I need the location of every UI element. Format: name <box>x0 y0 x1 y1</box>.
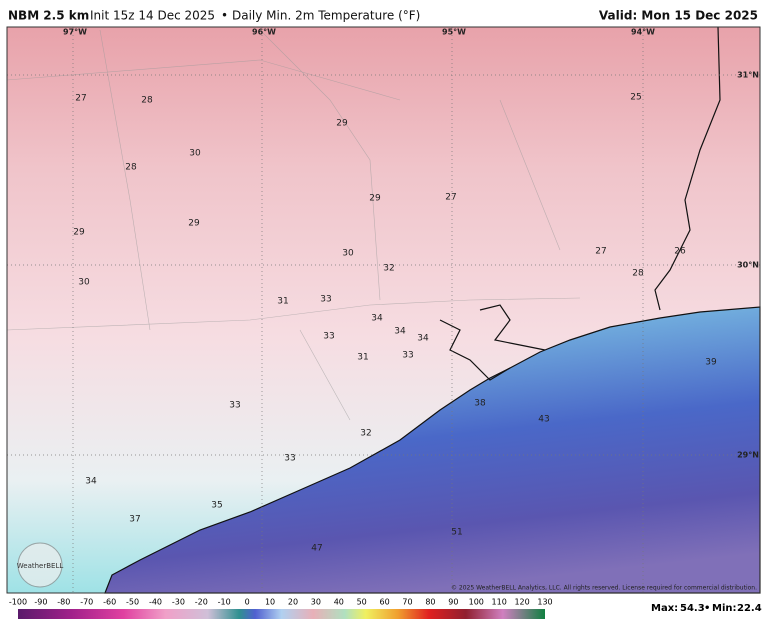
lon-label: 96°W <box>252 28 276 37</box>
station-value: 33 <box>323 332 334 342</box>
colorbar-tick-label: 130 <box>537 598 552 607</box>
min-label: Min: <box>712 603 737 614</box>
station-value: 27 <box>445 193 456 203</box>
separator: • <box>704 603 710 614</box>
colorbar-tick-label: -60 <box>103 598 116 607</box>
station-value: 35 <box>211 501 222 511</box>
station-value: 29 <box>369 194 381 204</box>
station-value: 30 <box>189 149 201 159</box>
colorbar-tick-label: -80 <box>57 598 70 607</box>
station-value: 34 <box>371 314 383 324</box>
station-value: 47 <box>311 544 322 554</box>
station-value: 33 <box>284 454 295 464</box>
lat-label: 30°N <box>737 261 759 270</box>
valid: Valid: Mon 15 Dec 2025 <box>599 9 758 23</box>
county-lines <box>6 29 581 421</box>
colorbar <box>18 609 545 619</box>
station-value: 43 <box>538 415 549 425</box>
station-value: 29 <box>73 228 85 238</box>
lat-label: 29°N <box>737 451 759 460</box>
max-value: 54.3 <box>680 603 705 614</box>
station-value: 32 <box>360 429 371 439</box>
station-value: 29 <box>188 219 200 229</box>
lat-label: 31°N <box>737 71 759 80</box>
station-value: 34 <box>394 327 406 337</box>
colorbar-tick-label: 40 <box>334 598 344 607</box>
station-value: 38 <box>474 399 486 409</box>
colorbar-tick-label: -20 <box>195 598 208 607</box>
colorbar-tick-label: 10 <box>265 598 275 607</box>
station-value: 26 <box>674 247 686 257</box>
colorbar-tick-label: -30 <box>172 598 185 607</box>
station-value: 30 <box>342 249 354 259</box>
colorbar-tick-label: 60 <box>380 598 390 607</box>
field: Daily Min. 2m Temperature (°F) <box>232 9 420 23</box>
colorbar-tick-label: 120 <box>514 598 529 607</box>
colorbar-tick-label: -50 <box>126 598 139 607</box>
lon-label: 97°W <box>63 28 87 37</box>
ocean <box>104 306 761 594</box>
logo-globe <box>17 542 63 588</box>
separator: • <box>221 9 228 23</box>
station-value: 37 <box>129 515 140 525</box>
lon-label: 95°W <box>442 28 466 37</box>
station-value: 28 <box>141 96 153 106</box>
station-value: 31 <box>357 353 368 363</box>
station-value: 28 <box>125 163 137 173</box>
map: 97°W 96°W 95°W 94°W 31°N 30°N 29°N 27 282… <box>6 26 761 594</box>
colorbar-tick-label: 100 <box>469 598 484 607</box>
station-value: 33 <box>402 351 413 361</box>
colorbar-tick-label: -70 <box>80 598 93 607</box>
colorbar-tick-label: 50 <box>357 598 367 607</box>
station-values: 27 28 29 25 30 28 29 27 29 29 30 32 27 26 28 30 31 33 34 34… <box>73 93 717 554</box>
logo: WeatherBELL <box>17 562 64 570</box>
station-value: 32 <box>383 264 394 274</box>
colorbar-tick-label: -40 <box>149 598 162 607</box>
map-frame <box>6 26 761 594</box>
station-value: 39 <box>705 358 717 368</box>
model: NBM 2.5 km <box>8 9 89 23</box>
colorbar-tick-label: 110 <box>492 598 507 607</box>
lon-label: 94°W <box>631 28 655 37</box>
colorbar-tick-label: 30 <box>311 598 321 607</box>
colorbar-tick-label: 0 <box>245 598 250 607</box>
colorbar-tick-label: 90 <box>448 598 458 607</box>
station-value: 33 <box>320 295 331 305</box>
init: Init 15z 14 Dec 2025 <box>90 9 215 23</box>
station-value: 34 <box>417 334 429 344</box>
colorbar-ticks: -100 -90 -80 -70 -60 -50 -40 -30 -20 -10 0 10 20 30 40… <box>9 598 553 607</box>
station-value: 27 <box>595 247 606 257</box>
colorbar-tick-label: 20 <box>288 598 298 607</box>
colorbar-tick-label: -10 <box>218 598 231 607</box>
station-value: 27 <box>75 94 86 104</box>
colorbar-tick-label: 80 <box>425 598 435 607</box>
coastline <box>439 26 721 381</box>
max-label: Max: <box>651 603 678 614</box>
min-value: 22.4 <box>737 603 762 614</box>
colorbar-tick-label: 70 <box>402 598 412 607</box>
copyright: © 2025 WeatherBELL Analytics, LLC. All r… <box>451 585 757 592</box>
station-value: 25 <box>630 93 641 103</box>
station-value: 30 <box>78 278 90 288</box>
colorbar-tick-label: -100 <box>9 598 27 607</box>
station-value: 34 <box>85 477 97 487</box>
colorbar-tick-label: -90 <box>34 598 47 607</box>
station-value: 31 <box>277 297 288 307</box>
station-value: 51 <box>451 528 462 538</box>
station-value: 29 <box>336 119 348 129</box>
station-value: 33 <box>229 401 240 411</box>
station-value: 28 <box>632 269 644 279</box>
